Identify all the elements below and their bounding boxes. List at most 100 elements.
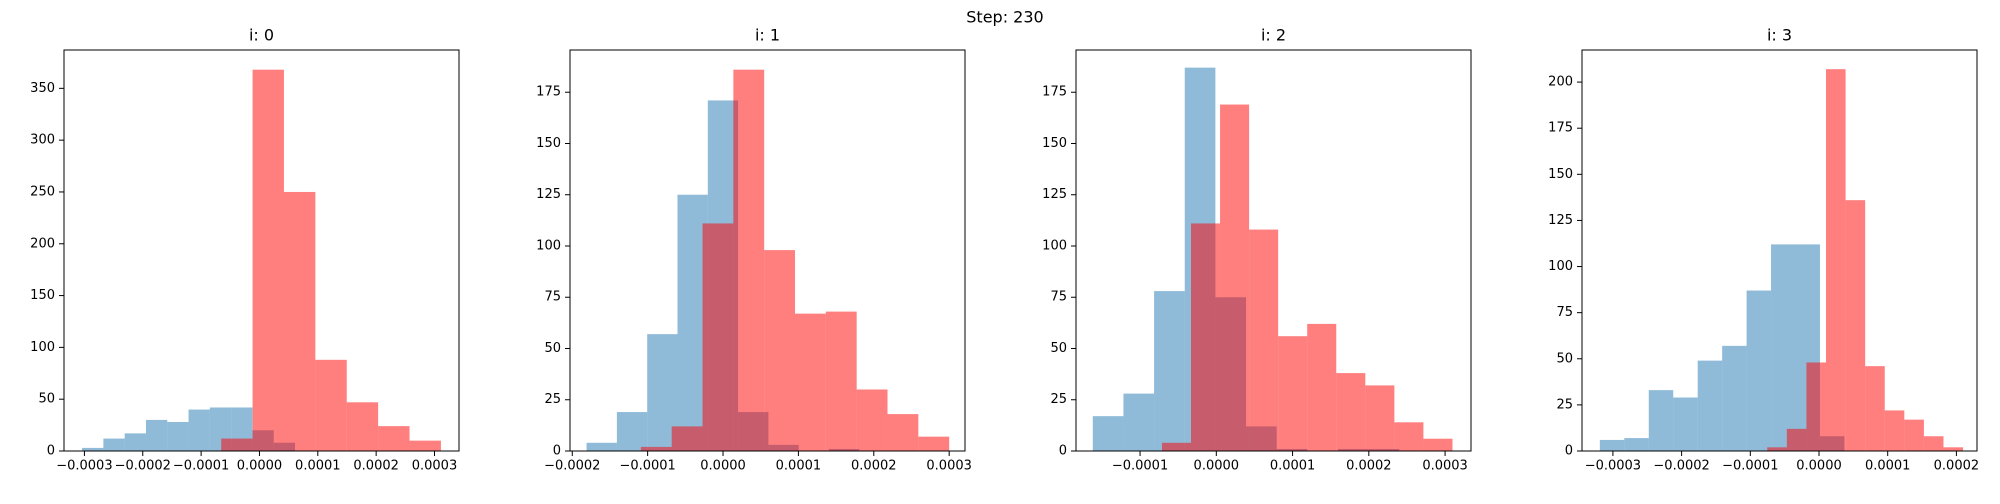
histogram-bar bbox=[283, 191, 316, 452]
x-tick-label: −0.0003 bbox=[56, 459, 112, 474]
x-tick-label: 0.0001 bbox=[776, 459, 822, 474]
histogram-bar bbox=[856, 389, 888, 451]
y-tick-label: 0 bbox=[1059, 444, 1067, 459]
histogram-bar bbox=[733, 69, 765, 452]
x-tick-label: −0.0002 bbox=[544, 459, 600, 474]
histogram-bar bbox=[1673, 397, 1698, 451]
y-tick-label: 350 bbox=[30, 81, 55, 96]
histogram-bar bbox=[1845, 200, 1866, 451]
y-tick-label: 125 bbox=[1042, 187, 1067, 202]
histogram-bar bbox=[1884, 410, 1905, 451]
x-tick-label: −0.0001 bbox=[619, 459, 675, 474]
y-tick-label: 100 bbox=[1548, 259, 1573, 274]
x-tick-label: 0.0003 bbox=[1422, 459, 1468, 474]
axes-frame bbox=[1581, 49, 1978, 452]
histogram-bar bbox=[1249, 229, 1279, 451]
histogram-bar bbox=[702, 223, 734, 451]
y-tick-label: 75 bbox=[1556, 305, 1573, 320]
histogram-bar bbox=[1786, 428, 1807, 451]
axes-frame bbox=[63, 49, 460, 452]
histogram-bar bbox=[1423, 438, 1453, 451]
histogram-bar bbox=[188, 409, 210, 451]
histogram-bar bbox=[409, 440, 441, 451]
histogram-bar bbox=[82, 447, 104, 451]
x-tick-label: 0.0000 bbox=[1796, 459, 1842, 474]
histogram-bar bbox=[1336, 373, 1366, 451]
histogram-bar bbox=[1220, 104, 1250, 452]
histogram-bar bbox=[1307, 323, 1337, 451]
y-tick-label: 0 bbox=[553, 444, 561, 459]
axes-frame bbox=[1075, 49, 1472, 452]
x-tick-label: 0.0002 bbox=[1346, 459, 1392, 474]
y-tick-label: 150 bbox=[30, 288, 55, 303]
y-tick-label: 175 bbox=[1042, 85, 1067, 100]
histogram-bar bbox=[616, 412, 648, 451]
subplot-title: i: 1 bbox=[755, 26, 780, 45]
x-tick-label: 0.0002 bbox=[851, 459, 897, 474]
x-tick-label: −0.0002 bbox=[115, 459, 171, 474]
y-tick-label: 150 bbox=[1042, 136, 1067, 151]
x-tick-label: 0.0001 bbox=[1865, 459, 1911, 474]
x-tick-label: 0.0003 bbox=[412, 459, 458, 474]
y-tick-label: 200 bbox=[30, 236, 55, 251]
histogram-bar bbox=[887, 414, 919, 451]
histogram-bar bbox=[1826, 69, 1846, 451]
histogram-bar bbox=[1722, 345, 1747, 451]
histogram-bar bbox=[315, 359, 347, 451]
subplot: i: 2 −0.0001 0.0000 0.0001 0.0002 0.0003 0 25 50… bbox=[1042, 26, 1472, 474]
y-tick-label: 25 bbox=[1556, 397, 1573, 412]
histogram-bar bbox=[124, 433, 146, 451]
histogram-bar bbox=[221, 438, 253, 451]
subplot: i: 1 −0.0002 −0.0001 0.0000 0.0001 0.0002 0.00… bbox=[536, 26, 972, 474]
y-tick-label: 175 bbox=[1548, 121, 1573, 136]
y-tick-label: 50 bbox=[1050, 341, 1067, 356]
histogram-bar bbox=[1767, 447, 1787, 451]
y-tick-label: 100 bbox=[30, 340, 55, 355]
histogram-bar bbox=[918, 436, 950, 451]
figure-title: Step: 230 bbox=[966, 8, 1043, 27]
histogram-bar bbox=[1092, 416, 1124, 451]
x-tick-label: 0.0002 bbox=[353, 459, 399, 474]
y-tick-label: 125 bbox=[1548, 213, 1573, 228]
histogram-bar bbox=[825, 311, 857, 451]
histogram-bar bbox=[378, 426, 410, 451]
histogram-bar bbox=[1648, 390, 1674, 451]
histogram-bar bbox=[167, 421, 189, 451]
histogram-bar bbox=[795, 313, 826, 451]
subplot-title: i: 3 bbox=[1767, 26, 1792, 45]
y-tick-label: 100 bbox=[536, 238, 561, 253]
subplot-title: i: 2 bbox=[1261, 26, 1286, 45]
y-tick-label: 150 bbox=[1548, 167, 1573, 182]
histogram-bar bbox=[671, 426, 703, 451]
x-tick-label: −0.0002 bbox=[1653, 459, 1709, 474]
x-tick-label: −0.0001 bbox=[1112, 459, 1168, 474]
y-tick-label: 0 bbox=[47, 444, 55, 459]
y-tick-label: 50 bbox=[544, 341, 561, 356]
y-tick-label: 0 bbox=[1565, 444, 1573, 459]
histogram-bar bbox=[1943, 447, 1964, 451]
y-tick-label: 25 bbox=[544, 392, 561, 407]
y-tick-label: 125 bbox=[536, 187, 561, 202]
y-tick-label: 175 bbox=[536, 85, 561, 100]
histogram-bar bbox=[1599, 439, 1625, 451]
histogram-bar bbox=[764, 250, 796, 451]
y-tick-label: 200 bbox=[1548, 75, 1573, 90]
y-tick-label: 50 bbox=[38, 392, 55, 407]
histogram-bar bbox=[1771, 244, 1796, 451]
histogram-bar bbox=[1394, 422, 1424, 451]
histogram-bar bbox=[346, 402, 379, 451]
histogram-bar bbox=[1190, 223, 1221, 451]
x-tick-label: −0.0001 bbox=[173, 459, 229, 474]
histogram-bar bbox=[1154, 291, 1185, 451]
subplot: i: 3 −0.0003 −0.0002 −0.0001 0.0000 0.0001 0.0… bbox=[1548, 26, 1979, 474]
x-tick-label: −0.0001 bbox=[1722, 459, 1778, 474]
x-tick-label: 0.0000 bbox=[700, 459, 746, 474]
histogram-bar bbox=[103, 438, 125, 451]
histogram-bar bbox=[586, 442, 617, 451]
x-tick-label: 0.0000 bbox=[237, 459, 283, 474]
histogram-bar bbox=[1697, 360, 1723, 451]
subplot-title: i: 0 bbox=[249, 26, 274, 45]
y-tick-label: 150 bbox=[536, 136, 561, 151]
histogram-bar bbox=[1278, 336, 1308, 451]
